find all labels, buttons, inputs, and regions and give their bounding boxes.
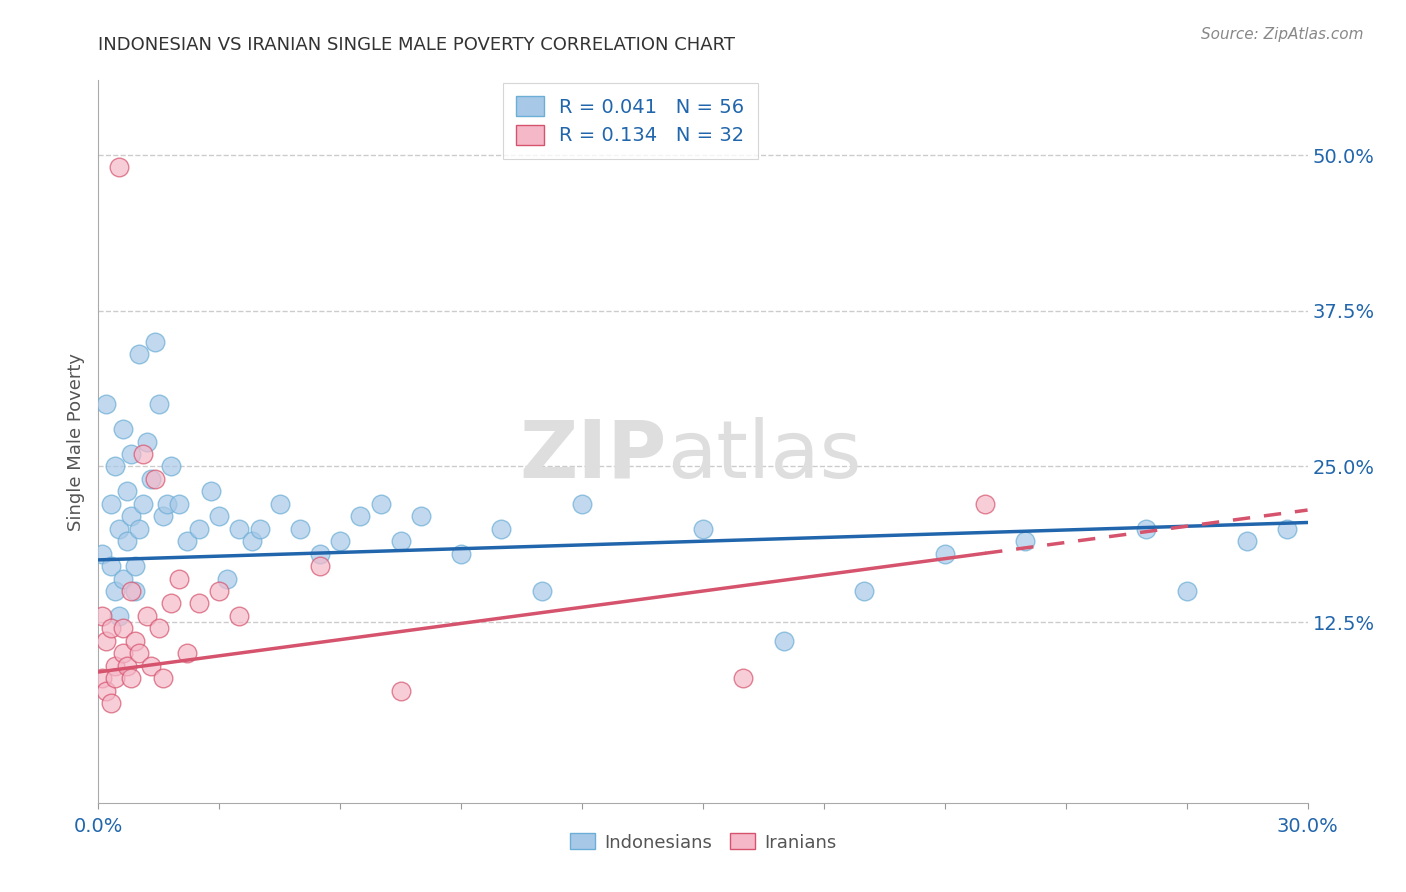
Point xyxy=(491,522,513,536)
Point xyxy=(772,633,794,648)
Point xyxy=(217,572,239,586)
Point xyxy=(148,621,170,635)
Point xyxy=(188,597,211,611)
Point xyxy=(143,472,166,486)
Point xyxy=(103,584,125,599)
Point xyxy=(91,547,114,561)
Point xyxy=(249,522,271,536)
Point xyxy=(152,671,174,685)
Point xyxy=(240,534,263,549)
Point xyxy=(228,522,250,536)
Point xyxy=(167,572,190,586)
Point xyxy=(450,547,472,561)
Point xyxy=(132,447,155,461)
Point xyxy=(120,509,142,524)
Point xyxy=(120,447,142,461)
Point xyxy=(100,559,122,574)
Point xyxy=(96,633,118,648)
Point xyxy=(288,522,311,536)
Point xyxy=(143,334,166,349)
Point xyxy=(1277,522,1299,536)
Point xyxy=(124,559,146,574)
Text: INDONESIAN VS IRANIAN SINGLE MALE POVERTY CORRELATION CHART: INDONESIAN VS IRANIAN SINGLE MALE POVERT… xyxy=(98,36,735,54)
Text: atlas: atlas xyxy=(666,417,860,495)
Point xyxy=(135,434,157,449)
Point xyxy=(103,658,125,673)
Point xyxy=(176,534,198,549)
Point xyxy=(853,584,876,599)
Point xyxy=(103,459,125,474)
Legend: Indonesians, Iranians: Indonesians, Iranians xyxy=(562,826,844,859)
Point xyxy=(124,584,146,599)
Point xyxy=(91,609,114,624)
Point xyxy=(934,547,956,561)
Point xyxy=(111,572,134,586)
Point xyxy=(115,484,138,499)
Point xyxy=(111,646,134,660)
Point xyxy=(389,683,412,698)
Point xyxy=(135,609,157,624)
Point xyxy=(208,584,231,599)
Point xyxy=(115,534,138,549)
Point xyxy=(111,422,134,436)
Point xyxy=(128,347,150,361)
Point xyxy=(1236,534,1258,549)
Point xyxy=(103,671,125,685)
Point xyxy=(100,497,122,511)
Y-axis label: Single Male Poverty: Single Male Poverty xyxy=(66,352,84,531)
Point xyxy=(208,509,231,524)
Point xyxy=(124,633,146,648)
Point xyxy=(1014,534,1036,549)
Point xyxy=(370,497,392,511)
Point xyxy=(107,161,129,175)
Point xyxy=(160,597,183,611)
Point xyxy=(132,497,155,511)
Point xyxy=(409,509,432,524)
Point xyxy=(156,497,179,511)
Point xyxy=(692,522,714,536)
Text: ZIP: ZIP xyxy=(519,417,666,495)
Point xyxy=(571,497,593,511)
Point xyxy=(160,459,183,474)
Point xyxy=(530,584,553,599)
Point xyxy=(309,547,332,561)
Point xyxy=(96,397,118,411)
Point xyxy=(188,522,211,536)
Point xyxy=(167,497,190,511)
Point xyxy=(148,397,170,411)
Point xyxy=(1175,584,1198,599)
Point xyxy=(128,646,150,660)
Point xyxy=(139,472,162,486)
Point xyxy=(733,671,755,685)
Point xyxy=(309,559,332,574)
Point xyxy=(176,646,198,660)
Point xyxy=(128,522,150,536)
Point xyxy=(120,671,142,685)
Text: Source: ZipAtlas.com: Source: ZipAtlas.com xyxy=(1201,27,1364,42)
Point xyxy=(200,484,222,499)
Point xyxy=(139,658,162,673)
Point xyxy=(329,534,352,549)
Point xyxy=(100,621,122,635)
Point xyxy=(974,497,997,511)
Point xyxy=(389,534,412,549)
Point xyxy=(152,509,174,524)
Point xyxy=(100,696,122,710)
Point xyxy=(107,522,129,536)
Point xyxy=(349,509,371,524)
Point xyxy=(96,683,118,698)
Point xyxy=(115,658,138,673)
Point xyxy=(91,671,114,685)
Point xyxy=(269,497,291,511)
Point xyxy=(1135,522,1157,536)
Point xyxy=(111,621,134,635)
Point xyxy=(228,609,250,624)
Point xyxy=(120,584,142,599)
Point xyxy=(107,609,129,624)
